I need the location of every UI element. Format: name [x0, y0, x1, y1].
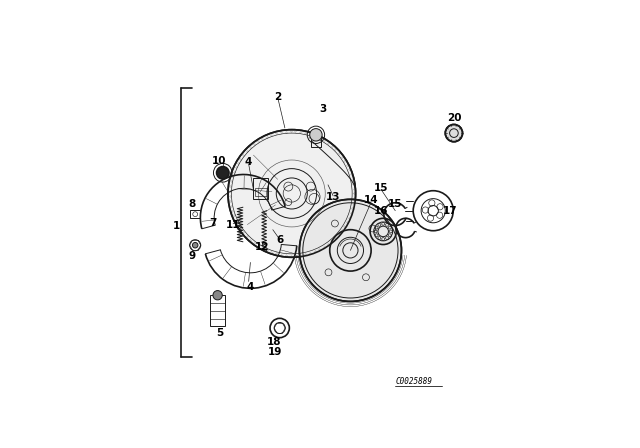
Bar — [210, 295, 225, 326]
Text: 7: 7 — [209, 218, 216, 228]
Text: 2: 2 — [275, 92, 282, 102]
Text: 14: 14 — [364, 195, 378, 205]
Text: 20: 20 — [447, 112, 461, 123]
Text: 4: 4 — [245, 157, 252, 168]
Text: 15: 15 — [374, 183, 388, 193]
Text: 19: 19 — [268, 347, 282, 357]
Text: 9: 9 — [188, 250, 195, 261]
Text: 1: 1 — [173, 221, 180, 231]
Text: 16: 16 — [374, 206, 388, 216]
Text: C0025889: C0025889 — [396, 377, 432, 386]
Circle shape — [213, 291, 222, 300]
Circle shape — [228, 129, 356, 257]
Text: 15: 15 — [388, 199, 403, 209]
Text: 18: 18 — [268, 337, 282, 347]
Text: 12: 12 — [255, 242, 269, 252]
Circle shape — [193, 242, 198, 248]
Text: 13: 13 — [326, 192, 340, 202]
Text: 3: 3 — [319, 104, 326, 114]
Bar — [311, 138, 321, 147]
Circle shape — [310, 129, 322, 141]
Circle shape — [445, 125, 463, 142]
Text: 17: 17 — [443, 206, 458, 216]
Text: 10: 10 — [212, 156, 227, 166]
Text: 8: 8 — [188, 199, 195, 209]
Text: 11: 11 — [226, 220, 241, 229]
Bar — [253, 178, 269, 198]
Text: 4: 4 — [246, 282, 254, 292]
Text: 6: 6 — [276, 235, 284, 245]
Circle shape — [216, 167, 229, 179]
Text: 5: 5 — [216, 328, 223, 338]
Bar — [255, 188, 267, 196]
Circle shape — [300, 199, 401, 302]
Bar — [190, 211, 200, 218]
